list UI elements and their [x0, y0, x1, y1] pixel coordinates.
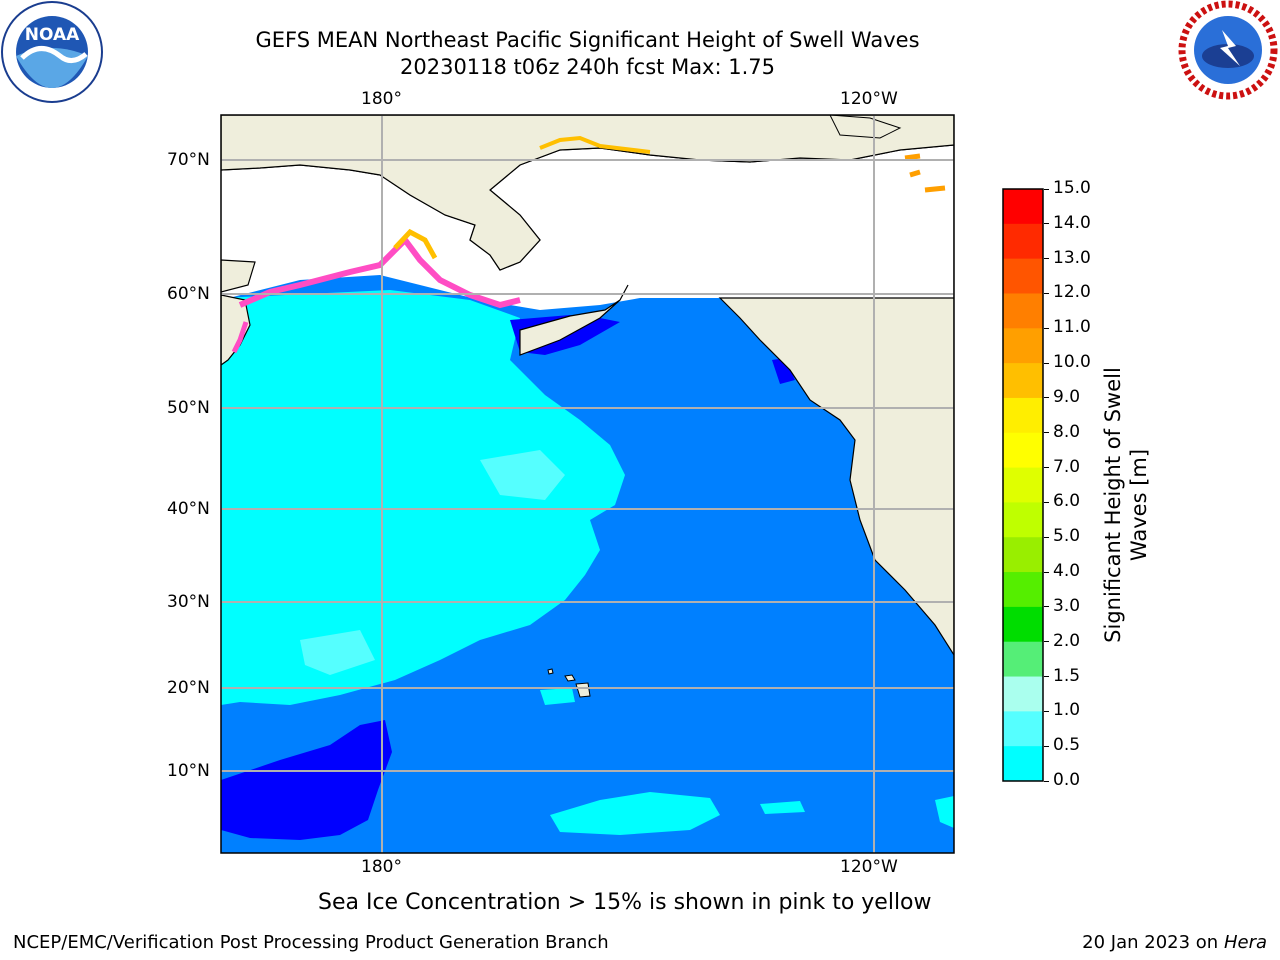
lon-label-top-180: 180° — [361, 89, 402, 109]
colorbar-bin — [1003, 502, 1043, 538]
colorbar-bin — [1003, 606, 1043, 643]
colorbar-tick-mark — [1044, 432, 1049, 434]
colorbar-tick-label: 8.0 — [1053, 421, 1081, 442]
colorbar-bin — [1003, 432, 1043, 469]
colorbar-tick-mark — [1044, 606, 1049, 608]
footer-machine: Hera — [1223, 932, 1267, 953]
lon-label-bottom-180: 180° — [361, 857, 402, 877]
lat-label-60n: 60°N — [167, 284, 210, 304]
sea-ice-note: Sea Ice Concentration > 15% is shown in … — [318, 890, 932, 915]
lat-label-20n: 20°N — [167, 678, 210, 698]
lon-label-top-120w: 120°W — [840, 89, 898, 109]
noaa-logo-text: NOAA — [25, 25, 80, 45]
map-title-line1: GEFS MEAN Northeast Pacific Significant … — [255, 28, 920, 52]
colorbar-bin — [1003, 467, 1043, 503]
colorbar-tick-mark — [1044, 292, 1049, 294]
lat-label-50n: 50°N — [167, 398, 210, 418]
colorbar-tick-label: 15.0 — [1053, 178, 1091, 198]
colorbar-title-line2: Waves [m] — [1127, 448, 1151, 562]
colorbar-tick-mark — [1044, 710, 1049, 712]
colorbar-tick-label: 0.5 — [1053, 735, 1081, 756]
colorbar-bin — [1003, 397, 1043, 434]
colorbar-tick-label: 1.5 — [1053, 665, 1081, 686]
colorbar-tick-label: 12.0 — [1053, 282, 1091, 303]
colorbar-tick-label: 11.0 — [1053, 317, 1091, 338]
colorbar-tick-mark — [1044, 362, 1049, 364]
noaa-logo: NOAA — [1, 1, 103, 103]
siberia-landmass — [221, 259, 256, 293]
nws-logo — [1178, 0, 1278, 100]
colorbar-tick-mark — [1044, 467, 1049, 469]
colorbar-bin — [1003, 258, 1043, 294]
colorbar-title-line1: Significant Height of Swell — [1101, 367, 1125, 643]
footer-date-text: 20 Jan 2023 on — [1082, 932, 1224, 953]
footer-credit: NCEP/EMC/Verification Post Processing Pr… — [13, 932, 609, 953]
swell-darkblue-region — [221, 720, 392, 840]
colorbar-tick-mark — [1044, 641, 1049, 643]
colorbar-tick-mark — [1044, 571, 1049, 573]
colorbar-tick-mark — [1044, 327, 1049, 329]
colorbar-tick-label: 13.0 — [1053, 247, 1091, 268]
map-title-line2: 20230118 t06z 240h fcst Max: 1.75 — [400, 55, 775, 79]
colorbar-tick-label: 4.0 — [1053, 561, 1081, 582]
colorbar — [1002, 188, 1044, 782]
lat-label-40n: 40°N — [167, 499, 210, 519]
colorbar-bin — [1003, 293, 1043, 329]
lat-label-10n: 10°N — [167, 761, 210, 781]
colorbar-bin — [1003, 711, 1043, 747]
colorbar-bin — [1003, 641, 1043, 678]
colorbar-title: Significant Height of Swell Waves [m] — [1100, 367, 1160, 643]
colorbar-tick-label: 2.0 — [1053, 630, 1081, 651]
colorbar-tick-mark — [1044, 745, 1049, 747]
colorbar-tick-label: 9.0 — [1053, 386, 1081, 407]
colorbar-bin — [1003, 572, 1043, 608]
colorbar-bin — [1003, 363, 1043, 399]
map-frame — [220, 114, 955, 854]
colorbar-bin — [1003, 189, 1043, 225]
colorbar-tick-label: 7.0 — [1053, 456, 1081, 477]
colorbar-tick-mark — [1044, 258, 1049, 260]
colorbar-bin — [1003, 537, 1043, 573]
colorbar-tick-label: 6.0 — [1053, 491, 1081, 512]
colorbar-tick-label: 3.0 — [1053, 595, 1081, 616]
colorbar-tick-mark — [1044, 397, 1049, 399]
colorbar-tick-label: 5.0 — [1053, 526, 1081, 547]
colorbar-bin — [1003, 223, 1043, 260]
lon-label-bottom-120w: 120°W — [840, 857, 898, 877]
colorbar-tick-mark — [1044, 223, 1049, 225]
graticule — [221, 115, 954, 853]
colorbar-tick-label: 0.0 — [1053, 770, 1081, 790]
lat-label-70n: 70°N — [167, 150, 210, 170]
colorbar-tick-mark — [1044, 188, 1049, 190]
colorbar-bin — [1003, 676, 1043, 712]
colorbar-tick-mark — [1044, 676, 1049, 678]
colorbar-tick-label: 14.0 — [1053, 212, 1091, 233]
colorbar-bin — [1003, 328, 1043, 364]
colorbar-tick-mark — [1044, 501, 1049, 503]
lat-label-30n: 30°N — [167, 592, 210, 612]
footer-date: 20 Jan 2023 on Hera — [1082, 932, 1267, 953]
colorbar-tick-label: 10.0 — [1053, 352, 1091, 373]
colorbar-tick-mark — [1044, 536, 1049, 538]
colorbar-tick-label: 1.0 — [1053, 700, 1081, 721]
colorbar-tick-mark — [1044, 780, 1049, 782]
colorbar-bin — [1003, 746, 1043, 782]
